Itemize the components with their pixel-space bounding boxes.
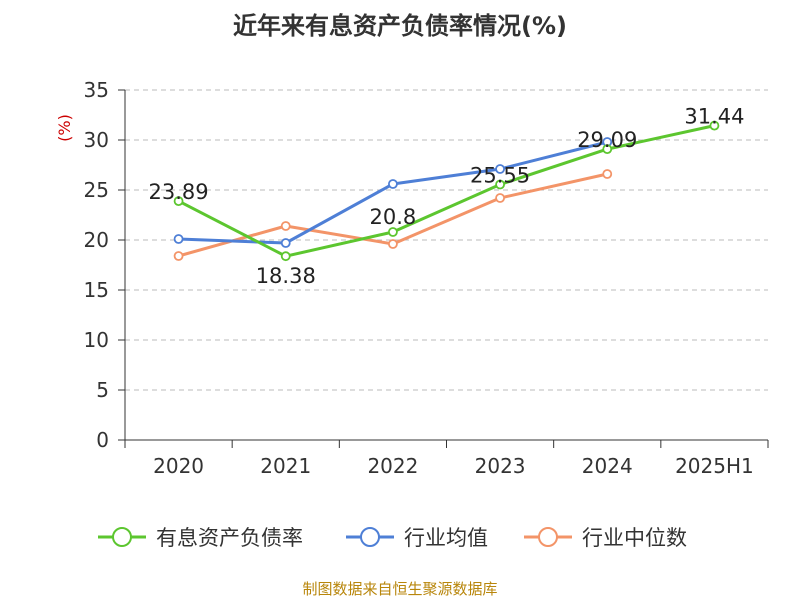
axes: [118, 89, 769, 448]
data-label: 31.44: [684, 105, 744, 129]
chart-title: 近年来有息资产负债率情况(%): [233, 12, 567, 40]
data-point: [388, 227, 398, 237]
y-tick-label: 0: [96, 428, 109, 452]
x-tick-label: 2022: [367, 454, 418, 478]
data-point: [280, 221, 291, 231]
series-line: [177, 124, 715, 258]
data-point: [709, 120, 720, 131]
x-tick-label: 2024: [582, 454, 633, 478]
data-point: [280, 251, 291, 262]
grid-lines: [125, 89, 768, 391]
data-point: [280, 238, 291, 248]
data-labels: 23.89 18.38 20.8 25.55 29.09 31.44: [149, 105, 745, 289]
series-lines: [173, 120, 720, 262]
y-tick-label: 35: [84, 78, 109, 102]
legend-marker-icon: [538, 527, 558, 547]
data-point: [495, 179, 505, 190]
y-tick-labels: 0 5 10 15 20 25 30 35: [84, 78, 109, 452]
data-label: 23.89: [149, 180, 209, 204]
data-point: [495, 193, 505, 203]
x-tick-label: 2025H1: [675, 454, 754, 478]
data-point: [602, 144, 613, 155]
legend-marker-icon: [112, 527, 132, 547]
data-label: 29.09: [577, 128, 637, 152]
data-label: 20.8: [370, 205, 417, 229]
legend-label: 行业均值: [404, 526, 488, 550]
y-axis-unit-label: (%): [55, 114, 74, 142]
x-tick-label: 2020: [153, 454, 204, 478]
legend-label: 行业中位数: [582, 526, 687, 550]
y-tick-label: 30: [84, 128, 109, 152]
y-tick-label: 20: [84, 228, 109, 252]
data-point: [602, 169, 613, 179]
y-tick-label: 25: [84, 178, 109, 202]
data-point: [495, 164, 505, 174]
data-point: [173, 196, 184, 207]
data-label: 25.55: [470, 164, 530, 188]
data-point: [173, 251, 184, 261]
x-tick-label: 2023: [475, 454, 526, 478]
legend: 有息资产负债率 行业均值 行业中位数: [98, 526, 687, 550]
x-tick-labels: 2020 2021 2022 2023 2024 2025H1: [153, 454, 754, 478]
source-footer: 制图数据来自恒生聚源数据库: [302, 580, 498, 598]
legend-marker-icon: [360, 527, 380, 547]
data-point: [388, 179, 398, 189]
data-label: 18.38: [256, 264, 316, 288]
data-point: [173, 234, 184, 244]
x-tick-label: 2021: [260, 454, 311, 478]
legend-label: 有息资产负债率: [156, 526, 303, 550]
y-tick-label: 5: [96, 378, 109, 402]
y-tick-label: 10: [84, 328, 109, 352]
data-point: [388, 239, 398, 249]
y-tick-label: 15: [84, 278, 109, 302]
